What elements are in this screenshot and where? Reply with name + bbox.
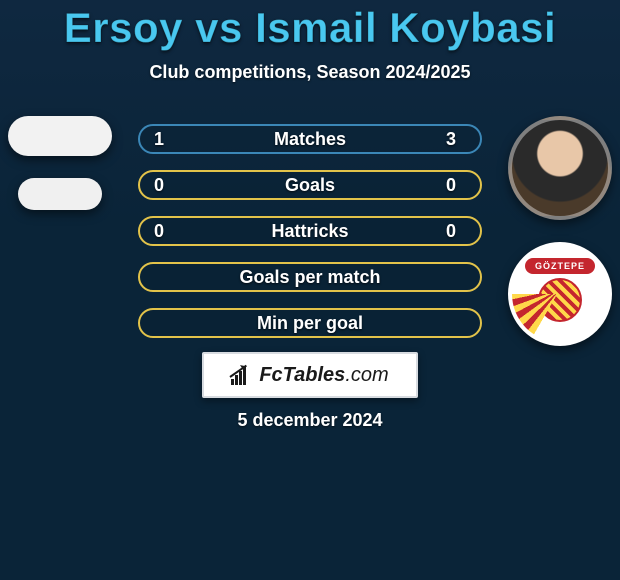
stat-left-value: 1 xyxy=(154,129,174,150)
stat-row-hattricks: 0 Hattricks 0 xyxy=(138,216,482,246)
stat-left-value: 0 xyxy=(154,175,174,196)
logo-text: FcTables.com xyxy=(259,364,388,387)
stat-label: Hattricks xyxy=(140,221,480,242)
right-player-avatar xyxy=(508,116,612,220)
stat-row-matches: 1 Matches 3 xyxy=(138,124,482,154)
left-player-avatar xyxy=(8,116,112,156)
left-player-column xyxy=(8,116,112,232)
stat-right-value: 0 xyxy=(446,221,466,242)
stat-left-value: 0 xyxy=(154,221,174,242)
club-rays-icon xyxy=(512,294,608,342)
subtitle: Club competitions, Season 2024/2025 xyxy=(0,62,620,83)
right-club-badge: GÖZTEPE xyxy=(508,242,612,346)
page-title: Ersoy vs Ismail Koybasi xyxy=(0,0,620,52)
stat-row-mpg: Min per goal xyxy=(138,308,482,338)
stat-label: Goals xyxy=(140,175,480,196)
left-club-badge xyxy=(18,178,102,210)
site-logo[interactable]: FcTables.com xyxy=(202,352,418,398)
right-player-column: GÖZTEPE xyxy=(508,116,612,368)
stat-right-value: 3 xyxy=(446,129,466,150)
stat-row-goals: 0 Goals 0 xyxy=(138,170,482,200)
stat-label: Min per goal xyxy=(140,313,480,334)
chart-bars-icon xyxy=(231,365,253,385)
stat-row-gpm: Goals per match xyxy=(138,262,482,292)
date-text: 5 december 2024 xyxy=(0,410,620,431)
stat-label: Goals per match xyxy=(140,267,480,288)
stat-right-value: 0 xyxy=(446,175,466,196)
club-name-ribbon: GÖZTEPE xyxy=(525,258,595,274)
stats-table: 1 Matches 3 0 Goals 0 0 Hattricks 0 Goal… xyxy=(138,124,482,338)
stat-label: Matches xyxy=(140,129,480,150)
